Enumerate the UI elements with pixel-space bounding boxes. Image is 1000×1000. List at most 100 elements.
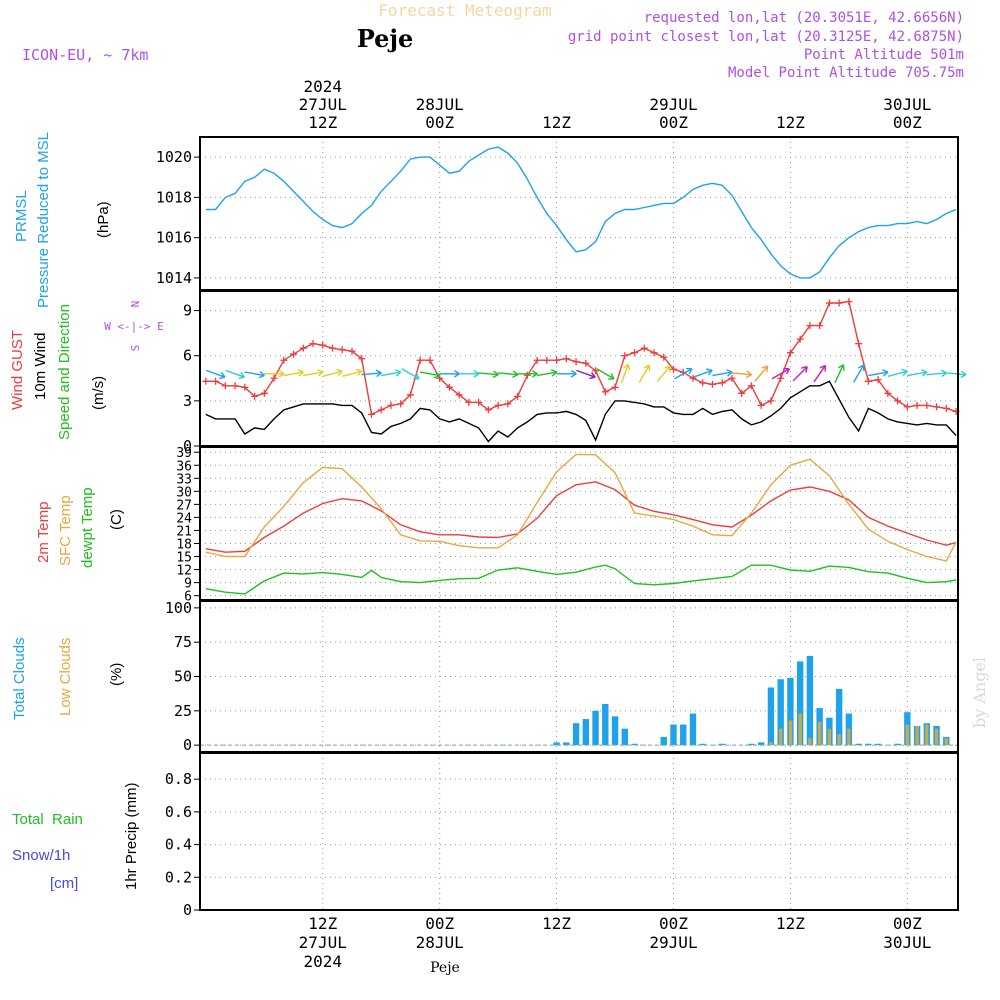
gust-marker <box>523 371 531 379</box>
gust-marker <box>796 335 804 343</box>
time-label-bottom: 2024 <box>303 952 342 971</box>
wind-arrow <box>419 371 440 377</box>
gust-marker <box>855 340 863 348</box>
series-line <box>205 481 957 553</box>
gust-marker <box>280 356 288 364</box>
gust-marker <box>767 397 775 405</box>
cloud-bar <box>680 724 687 746</box>
wind-arrow <box>674 368 693 380</box>
y-tick-label: 0.6 <box>165 803 192 821</box>
cloud-bar <box>915 725 919 746</box>
wind-arrow <box>813 365 826 383</box>
wind-arrow-head <box>453 369 460 378</box>
y-tick-label: 12 <box>176 564 192 579</box>
wind-arrow-head <box>394 369 402 377</box>
cloud-bar <box>827 728 832 746</box>
wind-arrow-head <box>607 373 615 380</box>
gust-marker <box>475 398 483 406</box>
series-line <box>205 146 957 279</box>
cloud-bar <box>563 742 570 746</box>
gust-marker <box>631 349 639 357</box>
gust-marker <box>699 379 707 387</box>
wind-arrow-head <box>336 368 343 377</box>
wind-arrow-head <box>726 369 733 377</box>
gust-marker <box>835 299 843 307</box>
wind-arrow-head <box>746 370 753 379</box>
wind-arrow-head <box>297 369 304 377</box>
wind-arrow-head <box>473 369 480 378</box>
wind-arrow-head <box>570 369 577 378</box>
wind-arrow <box>401 368 420 380</box>
wind-arrow-head <box>819 364 827 372</box>
gust-marker <box>397 400 405 408</box>
wind-arrow <box>887 370 908 378</box>
y-tick-label: 3 <box>183 392 192 410</box>
gust-marker <box>387 401 395 409</box>
label-c: (C) <box>108 509 125 530</box>
time-label-top: 12Z <box>776 113 805 132</box>
cloud-bar <box>592 710 599 746</box>
y-tick-label: 75 <box>174 633 192 651</box>
gust-marker <box>572 358 580 366</box>
wind-arrow-head <box>218 372 226 380</box>
time-label-top: 00Z <box>659 113 688 132</box>
label-wind-gust: Wind GUST <box>9 330 26 410</box>
cloud-bar <box>817 721 822 746</box>
y-tick-label: 27 <box>176 498 192 513</box>
y-tick-label: 1014 <box>156 269 192 287</box>
gust-marker <box>290 350 298 358</box>
wind-arrow <box>693 369 713 378</box>
gust-marker <box>816 322 824 330</box>
cloud-bar <box>699 743 706 746</box>
time-label-top: 29JUL <box>649 95 697 114</box>
gust-marker <box>903 403 911 411</box>
time-label-bottom: 00Z <box>893 914 922 933</box>
cloud-bar <box>602 703 609 746</box>
time-label-bottom: 00Z <box>425 914 454 933</box>
gust-marker <box>884 389 892 397</box>
label-10m-wind: 10m Wind <box>32 332 49 400</box>
time-label-top: 28JUL <box>416 95 464 114</box>
cloud-bar <box>748 743 755 746</box>
gust-marker <box>689 374 697 382</box>
y-tick-label: 6 <box>184 590 192 605</box>
y-tick-label: 0 <box>183 901 192 919</box>
gust-marker <box>504 400 512 408</box>
gust-marker <box>514 392 522 400</box>
gust-marker <box>338 346 346 354</box>
label-prmsl: PRMSL <box>13 190 30 242</box>
y-tick-label: 0.8 <box>165 770 192 788</box>
time-label-bottom: 28JUL <box>416 933 464 952</box>
gust-marker <box>445 383 453 391</box>
wind-arrow-head <box>882 369 889 377</box>
label-2m-temp: 2m Temp <box>35 502 52 563</box>
y-tick-label: 30 <box>176 485 192 500</box>
gust-marker <box>231 382 239 390</box>
compass-n: N <box>129 301 142 308</box>
y-tick-label: 39 <box>176 446 192 461</box>
label-total-rain: Total Rain <box>12 811 83 828</box>
label-ms: (m/s) <box>90 376 107 410</box>
wind-arrow-head <box>550 369 558 377</box>
time-label-bottom: 00Z <box>659 914 688 933</box>
gust-marker <box>670 365 678 373</box>
y-tick-label: 0.4 <box>165 836 192 854</box>
wind-arrow-head <box>940 369 947 378</box>
gust-marker <box>864 377 872 385</box>
y-tick-label: 1016 <box>156 229 192 247</box>
gust-marker <box>562 355 570 363</box>
gust-marker <box>260 389 268 397</box>
cloud-bar <box>837 734 841 746</box>
cloud-bar <box>621 728 628 746</box>
cloud-bar <box>788 720 793 746</box>
wind-arrow <box>712 371 733 377</box>
gust-marker <box>728 374 736 382</box>
gust-marker <box>367 410 375 418</box>
wind-arrow <box>853 364 865 383</box>
wind-arrow-head <box>706 368 713 376</box>
wind-arrow-head <box>492 370 499 379</box>
panel-frame <box>199 136 959 291</box>
cloud-bar <box>631 743 638 746</box>
gust-marker <box>708 380 716 388</box>
cloud-bar <box>582 719 590 746</box>
